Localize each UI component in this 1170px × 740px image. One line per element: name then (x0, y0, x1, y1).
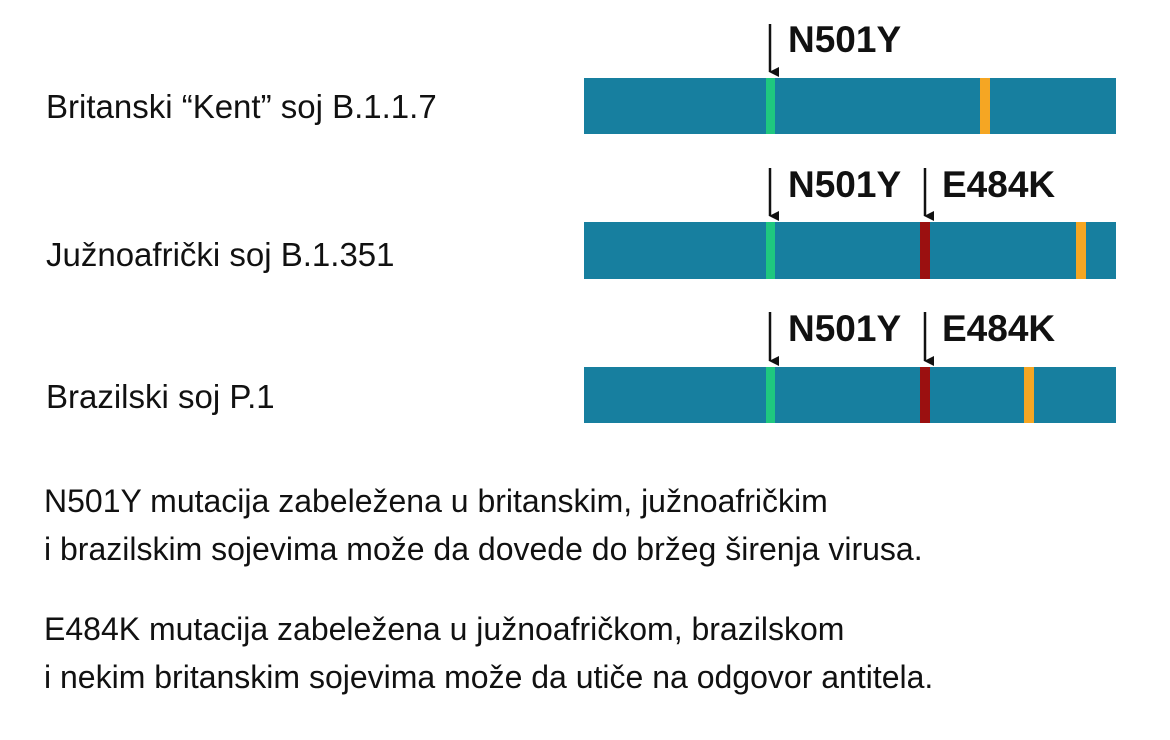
note-line: N501Y mutacija zabeležena u britanskim, … (44, 483, 828, 519)
other-marker (1024, 367, 1034, 423)
e484k-marker (920, 222, 930, 279)
mutation-label: N501Y (788, 164, 901, 205)
note-line: i brazilskim sojevima može da dovede do … (44, 531, 923, 567)
n501y-marker (766, 222, 775, 279)
mutation-label: E484K (942, 308, 1055, 349)
e484k-marker (920, 367, 930, 423)
mutation-label: E484K (942, 164, 1055, 205)
n501y-marker (766, 367, 775, 423)
variant-label: Brazilski soj P.1 (46, 378, 275, 415)
variant-label: Britanski “Kent” soj B.1.1.7 (46, 88, 437, 125)
mutation-label: N501Y (788, 19, 901, 60)
genome-bar (584, 222, 1116, 279)
genome-bar (584, 367, 1116, 423)
note-line: E484K mutacija zabeležena u južnoafričko… (44, 611, 844, 647)
n501y-marker (766, 78, 775, 134)
mutation-label: N501Y (788, 308, 901, 349)
variant-label: Južnoafrički soj B.1.351 (46, 236, 395, 273)
genome-bar (584, 78, 1116, 134)
other-marker (1076, 222, 1086, 279)
other-marker (980, 78, 990, 134)
note-line: i nekim britanskim sojevima može da utič… (44, 659, 933, 695)
